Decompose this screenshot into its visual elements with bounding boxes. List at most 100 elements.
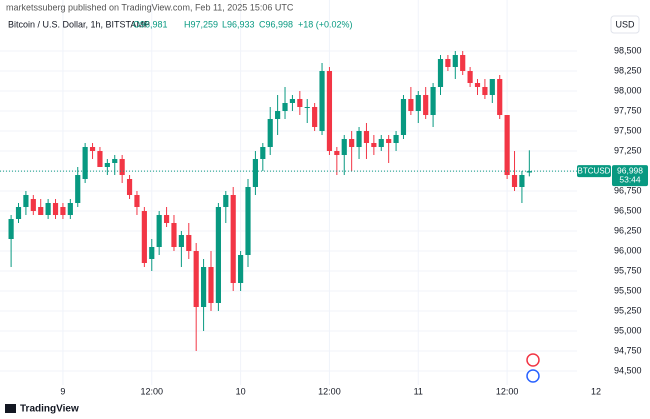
y-tick-label: 98,500 — [614, 45, 642, 55]
change-value: +18 (+0.02%) — [298, 19, 353, 29]
candle-body — [193, 251, 199, 307]
published-note: marketssuberg published on TradingView.c… — [6, 2, 294, 12]
candle-body — [82, 147, 88, 179]
candle-body — [112, 159, 118, 163]
candle-body — [282, 103, 288, 111]
candle-body — [275, 111, 281, 119]
candle-body — [452, 55, 458, 67]
candle-body — [341, 139, 347, 155]
event-icon[interactable] — [526, 369, 540, 383]
brand[interactable]: TradingView — [20, 404, 79, 415]
candle-body — [149, 247, 155, 259]
y-tick-label: 97,750 — [614, 105, 642, 115]
symbol-tag — [577, 165, 611, 178]
close-value: C96,998 — [259, 19, 293, 29]
candle-body — [445, 59, 451, 67]
x-tick-label: 10 — [236, 386, 246, 396]
candle-body — [15, 207, 22, 219]
open-value: O96,981 — [133, 19, 168, 29]
candle-body — [482, 87, 488, 95]
candle-body — [497, 79, 503, 115]
candle-body — [334, 151, 340, 155]
candle-body — [312, 107, 318, 127]
y-tick-label: 98,000 — [614, 85, 642, 95]
candle-body — [141, 211, 147, 263]
candle-body — [252, 159, 259, 187]
candle-body — [67, 203, 73, 215]
candle-body — [104, 163, 110, 167]
candle-body — [30, 199, 36, 211]
candle-body — [163, 215, 170, 223]
candle-body — [289, 99, 296, 103]
candle-body — [245, 187, 251, 255]
candle-body — [52, 203, 59, 215]
candle-body — [171, 223, 177, 247]
candle-body — [489, 79, 495, 95]
symbol-title: Bitcoin / U.S. Dollar, 1h, BITSTAMP — [8, 19, 150, 29]
candle-body — [519, 175, 525, 187]
candle-body — [363, 131, 370, 143]
candle-body — [326, 71, 333, 151]
candle-body — [230, 195, 236, 283]
y-tick-label: 96,000 — [614, 245, 642, 255]
candle-body — [415, 95, 421, 111]
candle-body — [38, 207, 44, 215]
y-tick-label: 98,250 — [614, 65, 642, 75]
y-tick-label: 95,250 — [614, 305, 642, 315]
candle-body — [400, 99, 407, 135]
candle-body — [393, 135, 399, 143]
y-tick-label: 96,500 — [614, 205, 642, 215]
y-tick-label: 95,500 — [614, 285, 642, 295]
candle-body — [208, 267, 214, 303]
y-tick-label: 94,750 — [614, 345, 642, 355]
y-tick-label: 96,750 — [614, 185, 642, 195]
y-tick-label: 95,000 — [614, 325, 642, 335]
candle-body — [260, 147, 266, 159]
candle-body — [89, 147, 96, 151]
x-tick-label: 12 — [591, 386, 601, 396]
candle-body — [75, 175, 81, 203]
candle-body — [467, 71, 473, 83]
x-tick-label: 11 — [414, 386, 423, 396]
brand-logo[interactable] — [5, 404, 16, 413]
candle-body — [297, 99, 303, 107]
candle-body — [511, 175, 518, 187]
candle-body — [386, 139, 392, 143]
y-tick-label: 96,250 — [614, 225, 642, 235]
y-tick-label: 95,750 — [614, 265, 642, 275]
candle-body — [60, 207, 66, 215]
x-tick-label: 9 — [60, 386, 65, 396]
candle-body — [304, 107, 310, 108]
candle-body — [504, 115, 510, 175]
high-value: H97,259 — [184, 19, 218, 29]
symbol-tag-label: BTCUSD — [578, 166, 611, 175]
currency[interactable]: USD — [615, 19, 635, 29]
y-tick-label: 94,500 — [614, 365, 642, 375]
y-tick-label: 97,250 — [614, 145, 642, 155]
x-tick-label: 12:00 — [140, 386, 163, 396]
candle-body — [460, 55, 466, 71]
x-tick-label: 12:00 — [318, 386, 341, 396]
candle-body — [267, 119, 273, 147]
currency-box[interactable] — [610, 15, 640, 34]
candle-body — [119, 159, 125, 175]
candle-body — [8, 219, 14, 239]
low-value: L96,933 — [222, 19, 255, 29]
candle-body — [200, 267, 207, 307]
candle-body — [437, 59, 444, 87]
candle-body — [319, 71, 325, 131]
x-tick-label: 12:00 — [496, 386, 519, 396]
candle-body — [349, 139, 355, 147]
candle-body — [186, 235, 192, 251]
candle-body — [430, 87, 436, 115]
countdown: 53:44 — [619, 174, 641, 184]
candle-body — [215, 207, 221, 303]
candle-body — [178, 235, 184, 247]
grid — [0, 0, 577, 385]
event-icon[interactable] — [526, 353, 540, 367]
candle-body — [156, 215, 162, 247]
candle-body — [97, 151, 103, 167]
candle-body — [134, 195, 140, 207]
